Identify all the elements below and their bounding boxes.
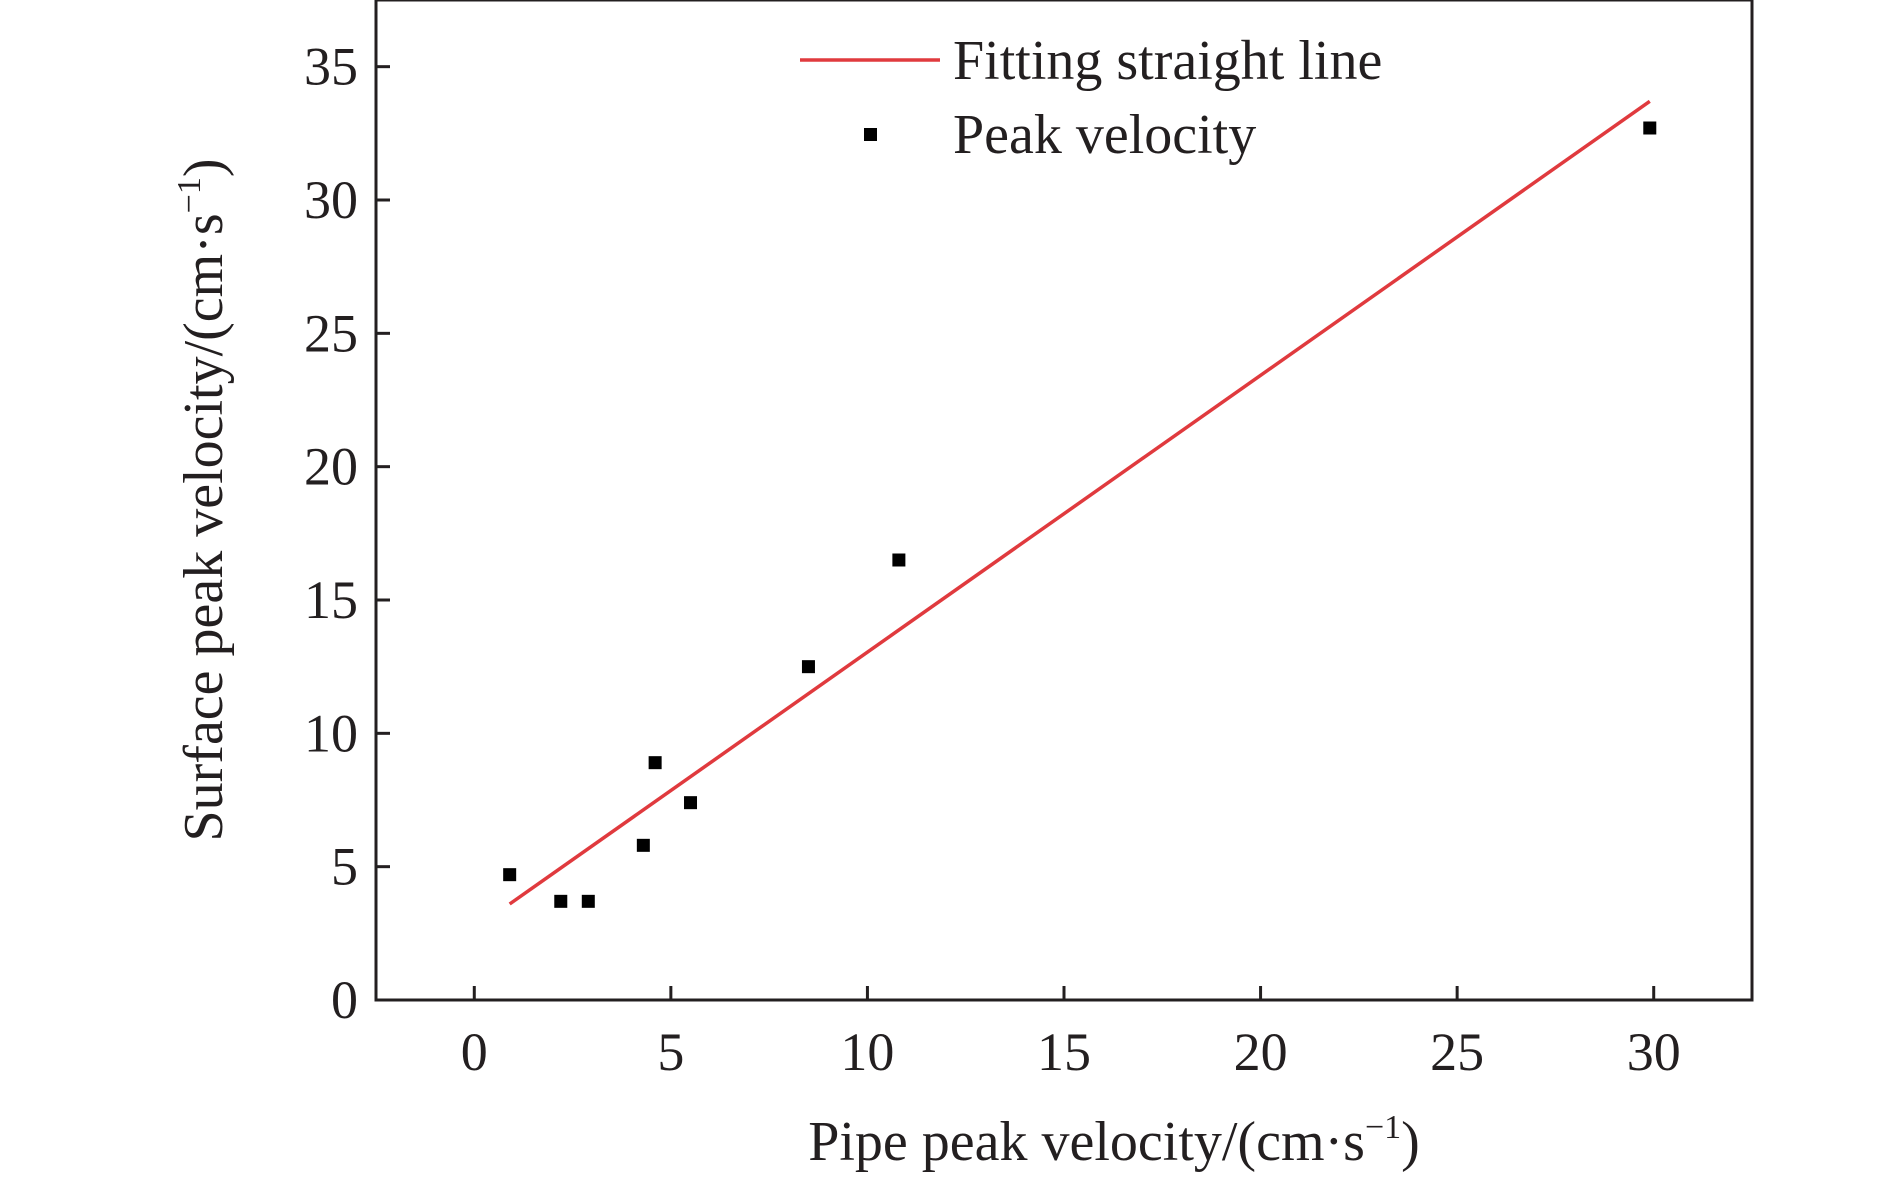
y-axis-label-close: ) xyxy=(173,158,235,177)
data-point xyxy=(892,553,906,567)
axis-ticks xyxy=(376,65,1656,1002)
data-point xyxy=(684,796,698,810)
data-point xyxy=(1643,121,1657,135)
y-tick-label: 10 xyxy=(304,703,358,763)
fit-line-layer xyxy=(508,99,1651,906)
y-tick-label: 20 xyxy=(304,437,358,497)
y-axis-label-text: Surface peak velocity/(cm·s xyxy=(173,213,235,841)
data-point xyxy=(636,838,650,852)
y-tick-label: 0 xyxy=(331,970,358,1030)
x-axis-label-close: ) xyxy=(1401,1111,1420,1173)
x-axis-label: Pipe peak velocity/(cm·s−1) xyxy=(808,1109,1420,1173)
tick-labels: 0 5 10 15 20 25 30 0 5 10 15 20 25 30 35 xyxy=(304,37,1681,1082)
y-tick-label: 25 xyxy=(304,303,358,363)
y-tick-label: 15 xyxy=(304,570,358,630)
x-tick-label: 30 xyxy=(1627,1022,1681,1082)
data-point xyxy=(648,756,662,770)
x-axis-label-superscript: −1 xyxy=(1365,1109,1401,1146)
x-tick-label: 20 xyxy=(1234,1022,1288,1082)
legend-label-fitting-line: Fitting straight line xyxy=(953,30,1382,92)
x-tick-label: 0 xyxy=(461,1022,488,1082)
y-axis-label: Surface peak velocity/(cm·s−1) xyxy=(171,158,235,841)
legend: Fitting straight line Peak velocity xyxy=(800,30,1382,166)
y-tick-label: 5 xyxy=(331,837,358,897)
data-point xyxy=(801,660,815,674)
y-axis-label-superscript: −1 xyxy=(171,177,208,213)
legend-label-peak-velocity: Peak velocity xyxy=(953,104,1256,166)
data-point xyxy=(503,868,517,882)
x-tick-label: 15 xyxy=(1037,1022,1091,1082)
y-tick-label: 30 xyxy=(304,170,358,230)
data-point xyxy=(554,894,568,908)
x-tick-label: 5 xyxy=(657,1022,684,1082)
fitting-line xyxy=(508,99,1651,906)
legend-swatch-peak-velocity xyxy=(864,128,877,141)
x-tick-label: 25 xyxy=(1430,1022,1484,1082)
y-tick-label: 35 xyxy=(304,37,358,97)
x-tick-label: 10 xyxy=(840,1022,894,1082)
x-axis-label-text: Pipe peak velocity/(cm·s xyxy=(808,1111,1365,1173)
data-point xyxy=(581,894,595,908)
data-points xyxy=(503,121,1657,908)
